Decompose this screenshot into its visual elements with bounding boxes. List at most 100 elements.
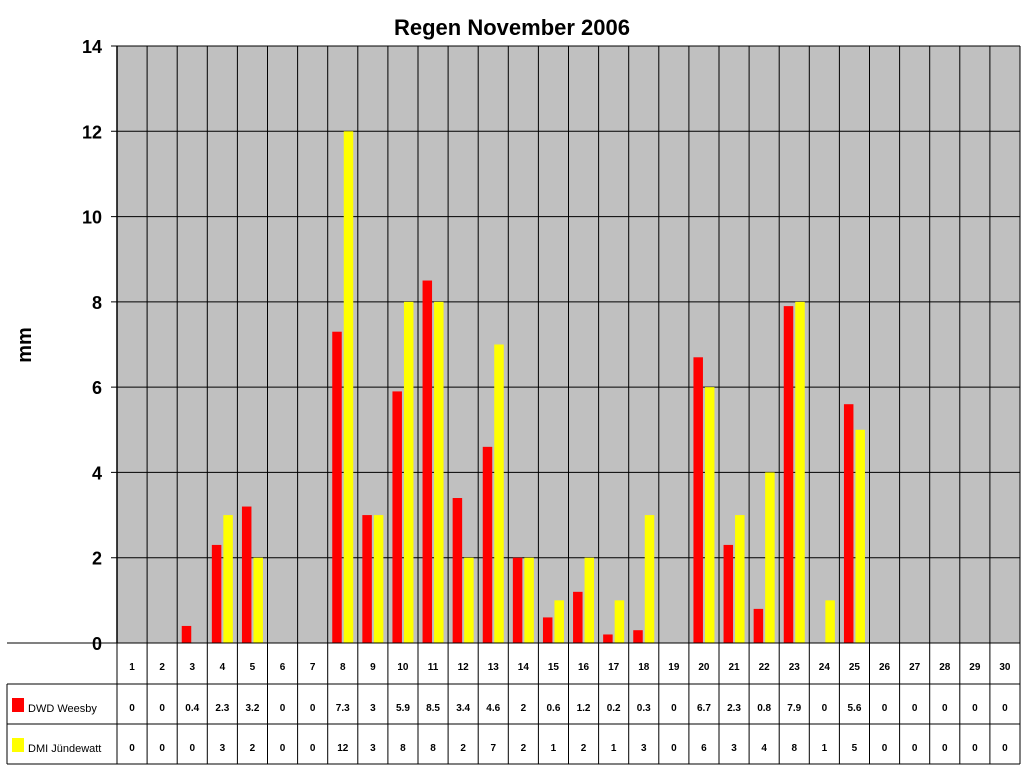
data-label: 0.3 <box>637 703 651 714</box>
data-label: 5.6 <box>847 703 861 714</box>
bar-dwd <box>452 498 463 643</box>
data-label: 4.6 <box>486 703 500 714</box>
y-tick-label: 6 <box>92 378 102 398</box>
category-label: 24 <box>819 662 831 673</box>
category-label: 5 <box>250 662 256 673</box>
category-label: 20 <box>698 662 710 673</box>
bar-dwd <box>753 608 764 643</box>
bar-dmi <box>735 515 745 643</box>
data-label: 4 <box>761 743 767 754</box>
category-label: 25 <box>849 662 861 673</box>
data-label: 0 <box>129 743 135 754</box>
category-label: 15 <box>548 662 560 673</box>
category-label: 9 <box>370 662 376 673</box>
data-label: 0.2 <box>607 703 621 714</box>
data-label: 2 <box>250 743 256 754</box>
data-label: 3 <box>731 743 737 754</box>
bar-dwd <box>422 280 433 643</box>
bar-dmi <box>825 600 835 643</box>
data-label: 0 <box>912 703 918 714</box>
data-label: 2 <box>521 743 527 754</box>
legend-swatch <box>12 738 24 752</box>
data-label: 0 <box>129 703 135 714</box>
bars <box>181 131 865 644</box>
category-label: 30 <box>999 662 1011 673</box>
data-label: 5 <box>852 743 858 754</box>
bar-dwd <box>482 446 493 643</box>
data-label: 0.4 <box>185 703 199 714</box>
data-label: 8 <box>791 743 797 754</box>
data-label: 0 <box>972 703 978 714</box>
category-label: 19 <box>668 662 680 673</box>
category-label: 6 <box>280 662 286 673</box>
legend-swatch <box>12 698 24 712</box>
y-tick-label: 4 <box>92 463 102 483</box>
category-label: 2 <box>159 662 165 673</box>
data-label: 8 <box>430 743 436 754</box>
data-label: 0 <box>942 743 948 754</box>
data-label: 8 <box>400 743 406 754</box>
y-tick-label: 10 <box>82 208 102 228</box>
bar-dwd <box>241 506 252 643</box>
bar-dwd <box>603 634 613 643</box>
data-label: 0 <box>671 743 677 754</box>
y-tick-label: 2 <box>92 549 102 569</box>
data-label: 0 <box>159 703 165 714</box>
category-label: 27 <box>909 662 921 673</box>
data-label: 0.6 <box>546 703 560 714</box>
bar-dmi <box>524 557 534 643</box>
category-label: 16 <box>578 662 590 673</box>
legend-label: DWD Weesby <box>28 703 97 715</box>
bar-dwd <box>783 306 794 643</box>
data-label: 0 <box>310 703 316 714</box>
data-label: 5.9 <box>396 703 410 714</box>
bar-dmi <box>644 515 655 643</box>
data-label: 2.3 <box>215 703 229 714</box>
data-label: 6.7 <box>697 703 711 714</box>
data-label: 7.9 <box>787 703 801 714</box>
bar-dmi <box>403 301 414 643</box>
category-label: 26 <box>879 662 891 673</box>
category-label: 29 <box>969 662 981 673</box>
bar-dwd <box>181 625 192 643</box>
bar-dmi <box>554 600 564 643</box>
bar-dwd <box>392 391 402 643</box>
legend-label: DMI Jündewatt <box>28 743 101 755</box>
category-label: 3 <box>189 662 195 673</box>
grid-lines <box>111 45 1021 764</box>
bar-dwd <box>843 404 854 643</box>
data-label: 0 <box>1002 703 1008 714</box>
bar-dwd <box>723 544 734 643</box>
data-label: 3.2 <box>245 703 259 714</box>
data-label: 0.8 <box>757 703 771 714</box>
category-label: 23 <box>789 662 801 673</box>
data-label: 0 <box>159 743 165 754</box>
category-label: 8 <box>340 662 346 673</box>
y-tick-label: 8 <box>92 293 102 313</box>
bar-dmi <box>614 600 625 643</box>
category-label: 4 <box>220 662 226 673</box>
data-label: 3 <box>641 743 647 754</box>
chart-title: Regen November 2006 <box>394 15 630 40</box>
data-label: 0 <box>912 743 918 754</box>
bar-dwd <box>542 617 553 643</box>
y-tick-labels: 0 2 4 6 8 10 12 14 <box>82 37 102 654</box>
data-label: 0 <box>189 743 195 754</box>
bar-dmi <box>343 131 354 644</box>
category-label: 28 <box>939 662 951 673</box>
data-label: 12 <box>337 743 349 754</box>
data-label: 3 <box>370 743 376 754</box>
data-label: 2 <box>460 743 466 754</box>
data-label: 3 <box>220 743 226 754</box>
y-axis-label: mm <box>14 327 36 363</box>
data-label: 0 <box>310 743 316 754</box>
y-tick-label: 0 <box>92 634 102 654</box>
category-label: 11 <box>428 662 439 673</box>
bar-dmi <box>434 301 444 643</box>
bar-dwd <box>633 630 643 643</box>
bar-dmi <box>373 515 384 643</box>
data-label: 7 <box>490 743 496 754</box>
bar-dmi <box>765 472 775 643</box>
bar-dwd <box>512 557 523 643</box>
